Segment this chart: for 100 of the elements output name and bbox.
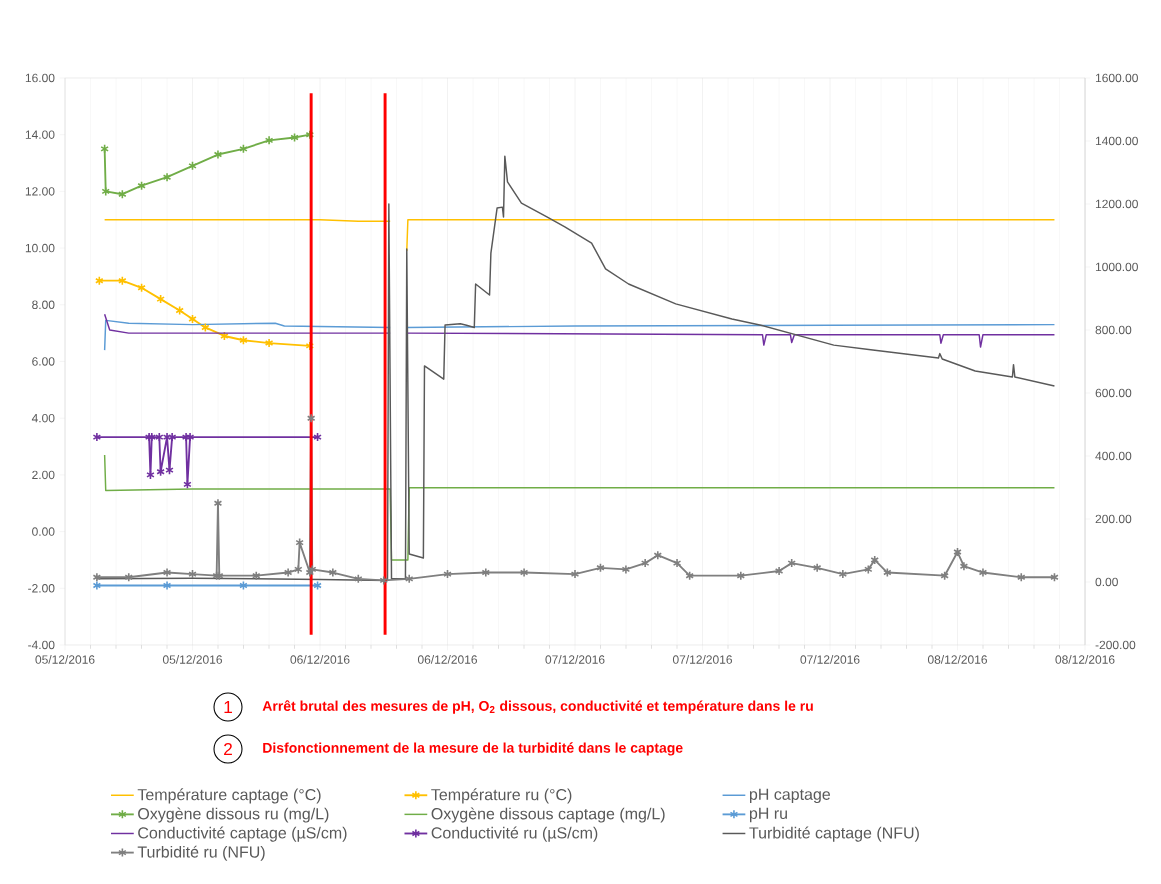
y2-tick-label: 1000.00 [1095, 262, 1138, 272]
y-tick-label: 6.00 [32, 357, 55, 366]
point [838, 569, 848, 579]
point [264, 135, 274, 146]
ref-line-label: 2 [224, 742, 232, 756]
y2-tick-label: 1200.00 [1095, 199, 1138, 209]
point [188, 314, 197, 324]
point [305, 567, 315, 578]
point [570, 569, 580, 579]
line-series [96, 155, 1056, 582]
x-tick-label: 08/12/2016 [1055, 655, 1115, 664]
point [156, 294, 165, 304]
y-tick-label: 4.00 [31, 413, 55, 423]
point [978, 567, 988, 578]
point [685, 570, 694, 581]
legend-label: Conductivité ru (µS/cm) [431, 826, 598, 842]
legend-label: pH ru [749, 807, 787, 823]
y2-tick-label: 200.00 [1095, 514, 1132, 524]
point [165, 465, 174, 475]
point [175, 305, 184, 316]
point [953, 547, 962, 557]
point [185, 432, 195, 442]
y-tick-label: 8.00 [32, 300, 55, 310]
point [239, 580, 248, 591]
legend-label: Conductivité captage (µS/cm) [138, 826, 347, 842]
point [596, 563, 605, 573]
legend-label: pH captage [749, 788, 831, 804]
point [181, 432, 191, 442]
legend-label: Oxygène dissous ru (mg/L) [138, 807, 329, 823]
point [640, 558, 650, 568]
y2-tick-label: 400.00 [1095, 451, 1132, 461]
point [290, 132, 299, 143]
point [883, 567, 892, 578]
point [940, 570, 949, 581]
y2-tick-label: 800.00 [1095, 325, 1132, 335]
point [305, 341, 315, 351]
point [774, 566, 784, 576]
point [379, 575, 389, 586]
point [1016, 572, 1026, 583]
point [137, 282, 146, 293]
point [354, 574, 363, 584]
point [162, 580, 172, 591]
point [653, 550, 663, 561]
point [167, 432, 177, 442]
point [308, 564, 317, 575]
y-tick-label: 14.00 [25, 130, 55, 139]
point [264, 338, 274, 348]
y-tick-label: 0.00 [32, 527, 55, 536]
point [870, 555, 879, 565]
point [404, 574, 414, 584]
point [183, 479, 192, 490]
point [313, 432, 322, 442]
point [220, 331, 229, 341]
point [621, 564, 631, 575]
point [864, 564, 873, 575]
point [155, 432, 164, 442]
point [101, 186, 110, 197]
point [100, 144, 109, 154]
text: Arrêt brutal des mesures de pH, O$_{2}$ dissous, conductivité et température dans le ru [262, 700, 813, 714]
point [1050, 572, 1059, 583]
point [162, 172, 172, 183]
point [812, 563, 822, 573]
x-tick-label: 07/12/2016 [545, 655, 605, 664]
x-tick-label: 07/12/2016 [800, 655, 860, 664]
point [162, 567, 172, 578]
point [787, 558, 796, 568]
legend-label: Température captage (°C) [137, 788, 321, 804]
y2-tick-label: 0.00 [1095, 577, 1118, 587]
legend-label: Température ru (°C) [431, 788, 572, 804]
point [239, 144, 248, 154]
point [137, 180, 146, 191]
point [92, 572, 102, 583]
y2-tick-label: 600.00 [1095, 388, 1132, 398]
point [328, 567, 338, 578]
y-tick-label: 16.00 [25, 73, 55, 83]
y-tick-label: -4.00 [28, 640, 55, 650]
point [519, 567, 529, 578]
point [118, 189, 127, 200]
point [124, 572, 134, 583]
x-tick-label: 08/12/2016 [927, 655, 987, 664]
point [481, 567, 491, 578]
text: Disfonctionnement de la mesure de la turbidité dans le captage [263, 742, 683, 756]
legend-label: Turbidité ru (NFU) [137, 845, 265, 861]
point [251, 570, 261, 581]
point [239, 335, 248, 346]
y-tick-label: -2.00 [28, 584, 55, 593]
legend-label: Oxygène dissous captage (mg/L) [431, 807, 665, 823]
point [95, 275, 104, 286]
y2-tick-label: -200.00 [1095, 640, 1136, 650]
x-tick-label: 06/12/2016 [290, 655, 350, 664]
point [92, 432, 102, 442]
x-tick-label: 07/12/2016 [672, 655, 732, 664]
legend-label: Turbidité captage (NFU) [749, 826, 919, 842]
x-tick-label: 05/12/2016 [35, 655, 95, 664]
point [213, 149, 223, 160]
point [212, 570, 221, 581]
point [313, 580, 322, 591]
point [188, 161, 197, 171]
point [294, 564, 303, 575]
point [283, 567, 293, 578]
